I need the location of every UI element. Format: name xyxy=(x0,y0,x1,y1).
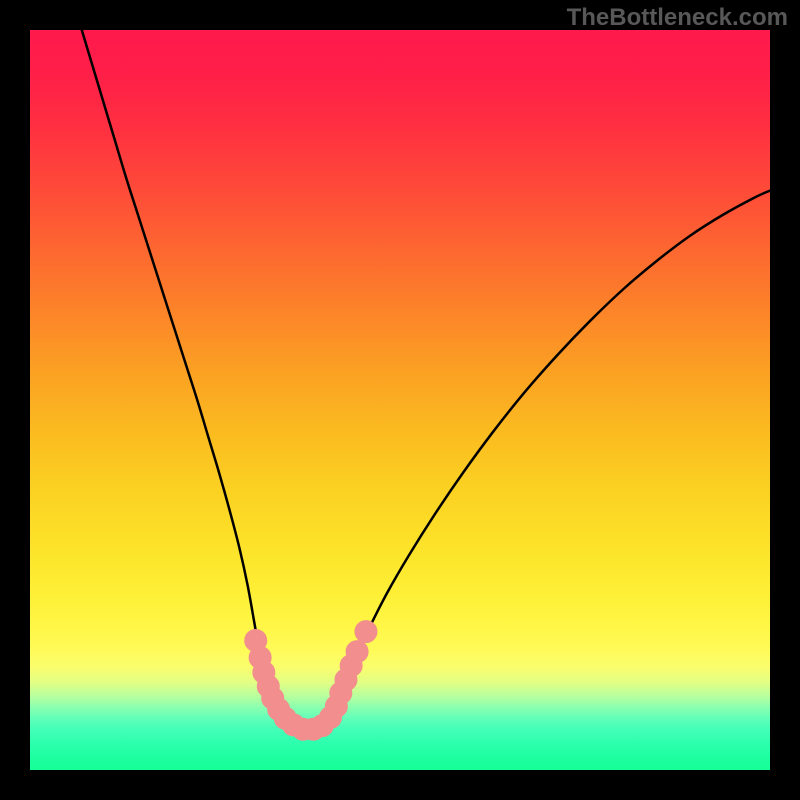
chart-root: TheBottleneck.com xyxy=(0,0,800,800)
curve-left_branch xyxy=(82,30,276,706)
curve-right_branch xyxy=(336,191,770,706)
plot-area xyxy=(30,30,770,770)
plot-svg xyxy=(30,30,770,770)
marker-point xyxy=(355,621,377,643)
watermark-text: TheBottleneck.com xyxy=(567,4,788,32)
curves-group xyxy=(82,30,770,730)
markers-group xyxy=(245,621,377,741)
marker-point xyxy=(346,641,368,663)
